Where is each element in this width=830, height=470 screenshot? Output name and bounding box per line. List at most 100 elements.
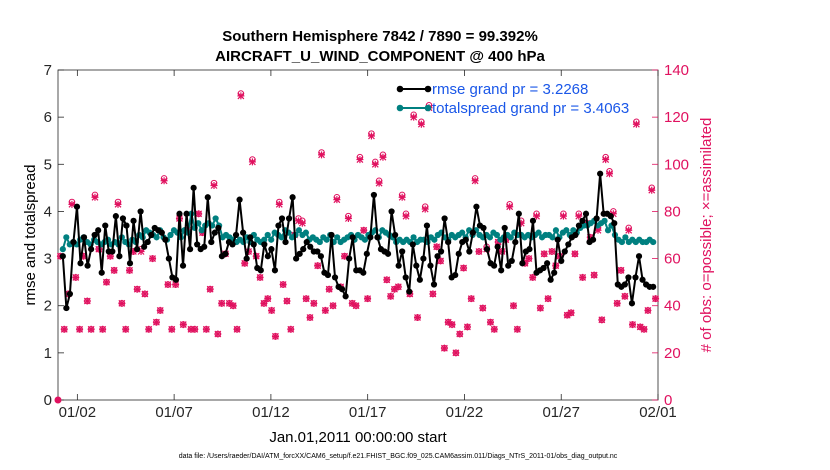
axis-ticks (58, 69, 659, 401)
rmse-point (455, 250, 462, 257)
totalspread-point (563, 227, 570, 234)
rmse-point (314, 248, 321, 255)
obs-assimilated-point (536, 304, 544, 312)
rmse-point (625, 274, 632, 281)
rmse-point (144, 238, 151, 246)
rmse-point (232, 231, 240, 239)
obs-assimilated-point (87, 325, 95, 333)
rmse-point (303, 238, 310, 246)
y-right-tick-labels: 0 20 40 60 80 100 120 140 (664, 62, 689, 409)
obs-assimilated-point (544, 295, 552, 303)
rmse-series (59, 170, 657, 312)
obs-assimilated-point (383, 276, 391, 284)
legend-rmse-marker-right (424, 85, 432, 93)
y-left-tick-label: 4 (44, 203, 52, 220)
rmse-point (519, 260, 526, 267)
y-right-tick-label: 120 (664, 109, 689, 126)
rmse-point (441, 215, 448, 222)
rmse-point (367, 234, 374, 241)
obs-assimilated-point (390, 285, 398, 293)
obs-assimilated-point (387, 292, 395, 300)
obs-assimilated-point (510, 302, 518, 310)
rmse-point (529, 217, 537, 224)
totalspread-point (295, 227, 303, 234)
obs-assimilated-point (321, 306, 329, 314)
totalspread-point (59, 246, 66, 253)
totalspread-point (316, 238, 323, 246)
y-right-tick-label: 100 (664, 156, 689, 173)
rmse-point (582, 210, 590, 217)
obs-assimilated-point (410, 113, 418, 121)
rmse-point (130, 217, 137, 224)
obs-assimilated-point (172, 281, 180, 288)
obs-assimilated-point (214, 330, 222, 338)
rmse-point (607, 213, 614, 220)
totalspread-point (601, 217, 608, 224)
y-right-tick-label: 20 (664, 345, 681, 362)
y-right-tick-label: 80 (664, 203, 681, 220)
rmse-point (204, 194, 211, 201)
rmse-point (551, 269, 558, 276)
rmse-point (275, 222, 282, 229)
obs-assimilated-point (567, 309, 575, 317)
rmse-point (328, 231, 335, 239)
obs-assimilated-point (306, 314, 314, 321)
obs-assimilated-point (302, 295, 310, 303)
rmse-point (278, 215, 286, 222)
rmse-point (250, 241, 257, 248)
rmse-point (565, 241, 572, 248)
rmse-point (80, 234, 88, 241)
rmse-point (547, 276, 554, 283)
rmse-point (370, 191, 378, 199)
y-left-tick-label: 0 (44, 392, 52, 409)
legend: rmse grand pr = 3.2268 totalspread grand… (396, 81, 629, 117)
totalspread-point (334, 234, 341, 241)
obs-assimilated-point (486, 318, 494, 326)
obs-assimilated-point (529, 273, 537, 281)
obs-assimilated-point (333, 196, 341, 204)
obs-assimilated-point (195, 210, 203, 218)
rmse-point (98, 269, 105, 276)
obs-assimilated-point (364, 295, 372, 303)
x-tick-label: 01/02 (59, 404, 97, 421)
totalspread-point (361, 236, 369, 243)
y-left-tick-label: 1 (44, 345, 52, 362)
rmse-point (338, 286, 346, 293)
obs-assimilated-point (268, 306, 276, 314)
obs-assimilated-point (448, 321, 456, 329)
rmse-point (123, 222, 130, 229)
obs-assimilated-point (218, 299, 226, 307)
obs-assimilated-point (575, 212, 583, 220)
rmse-point (473, 203, 480, 210)
obs-assimilated-point (241, 259, 249, 267)
obs-assimilated-point (72, 273, 80, 281)
obs-assimilated-point (298, 219, 306, 227)
obs-assimilated-point (233, 325, 241, 333)
totalspread-point (535, 229, 542, 236)
obs-assimilated-point (164, 281, 172, 288)
legend-rmse-label: rmse grand pr = 3.2268 (432, 81, 588, 98)
rmse-point (268, 246, 275, 253)
obs-assimilated-point (356, 156, 364, 164)
totalspread-point (63, 234, 70, 241)
legend-spread-marker-right (424, 104, 432, 112)
obs-assimilated-point (283, 297, 291, 305)
y-right-axis-label: # of obs: o=possible; ×=assimilated (698, 118, 715, 353)
obs-assimilated-point (475, 248, 483, 255)
rmse-point (466, 248, 473, 255)
x-tick-label: 01/12 (252, 404, 290, 421)
obs-assimilated-point (210, 182, 218, 189)
totalspread-point (268, 236, 275, 243)
obs-assimilated-point (91, 193, 99, 201)
obs-assimilated-point (229, 302, 237, 310)
obs-assimilated-point (525, 255, 533, 263)
rmse-point (597, 170, 604, 177)
legend-rmse-marker-left (396, 85, 404, 93)
rmse-point (409, 241, 416, 248)
obs-assimilated-point (517, 219, 525, 227)
rmse-point (445, 238, 452, 246)
rmse-point (430, 281, 438, 288)
totalspread-point (167, 231, 174, 239)
totalspread-point (410, 234, 417, 241)
rmse-point (589, 236, 597, 243)
